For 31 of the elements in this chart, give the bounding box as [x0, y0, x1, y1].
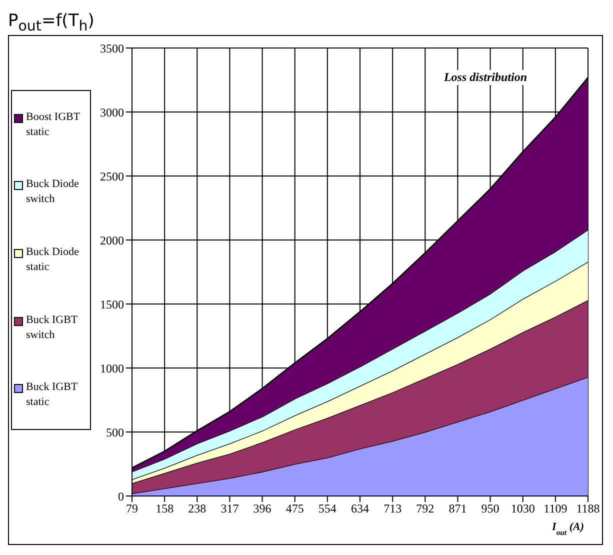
legend-label: Buck IGBT static	[26, 380, 78, 410]
y-tick-label: 0	[118, 489, 124, 504]
legend-label: Boost IGBT static	[26, 110, 81, 140]
chart-title: P$_{out}$=f(T$_{h}$)	[8, 11, 94, 34]
y-tick-label: 500	[106, 425, 124, 440]
y-tick-label: 3500	[100, 41, 124, 56]
x-tick-label: 1109	[544, 502, 568, 516]
x-axis-title: I$_{out}$ (A)	[551, 521, 584, 536]
y-tick-label: 2000	[100, 233, 124, 248]
x-tick-label: 396	[253, 502, 272, 516]
legend-label: Buck Diode switch	[26, 177, 80, 208]
x-tick-label: 1030	[510, 502, 535, 516]
x-tick-label: 554	[318, 502, 336, 516]
x-tick-label: 950	[481, 502, 500, 516]
legend-label: Buck Diode static	[26, 244, 80, 275]
x-tick-label: 871	[448, 502, 467, 516]
x-tick-label: 317	[220, 502, 239, 516]
x-tick-label: 713	[384, 502, 402, 516]
x-tick-label: 158	[156, 502, 174, 516]
x-tick-label: 475	[286, 502, 304, 516]
y-tick-label: 3000	[100, 105, 124, 120]
x-tick-label: 79	[126, 502, 138, 516]
x-tick-label: 238	[188, 502, 206, 516]
x-tick-label: 792	[416, 502, 434, 516]
legend-label: Buck IGBT switch	[26, 312, 78, 343]
y-tick-label: 2500	[100, 169, 124, 184]
x-tick-label: 1188	[576, 502, 600, 516]
x-tick-label: 634	[351, 502, 369, 516]
y-tick-label: 1000	[100, 361, 124, 376]
annotation: Loss distribution	[444, 70, 527, 84]
y-tick-label: 1500	[100, 297, 124, 312]
